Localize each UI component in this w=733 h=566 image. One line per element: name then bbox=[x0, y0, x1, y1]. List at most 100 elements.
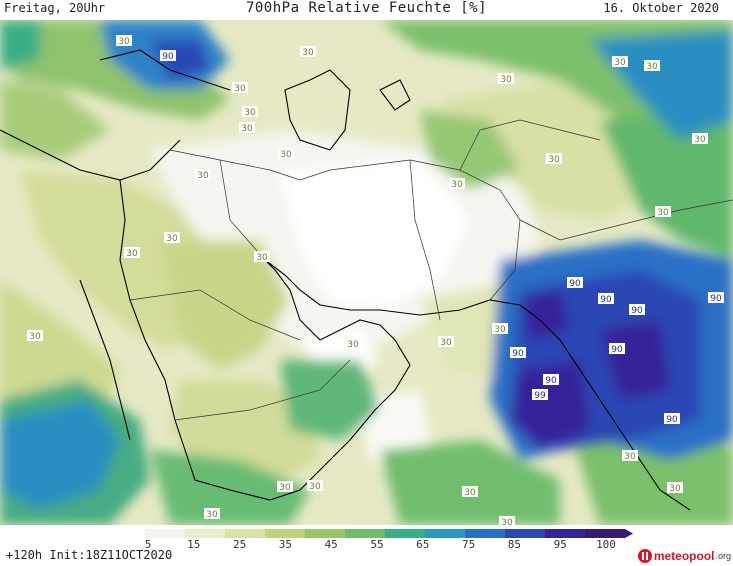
contour-label-bg bbox=[667, 482, 683, 493]
arabia-coast bbox=[119, 179, 411, 501]
color-scale-tick-label: 45 bbox=[325, 538, 338, 550]
contour-label-bg bbox=[708, 292, 724, 303]
contour-label-bg bbox=[462, 486, 478, 497]
country-borders bbox=[129, 119, 733, 421]
contour-label: 30 bbox=[494, 325, 506, 335]
contour-label-bg bbox=[532, 389, 548, 400]
color-scale-tick-label: 35 bbox=[279, 538, 292, 550]
color-scale-tick-label: 75 bbox=[462, 538, 475, 550]
meteopool-logo-icon bbox=[637, 549, 652, 563]
contour-label: 30 bbox=[256, 253, 268, 263]
color-scale-swatch bbox=[145, 529, 186, 538]
contour-label: 30 bbox=[440, 338, 452, 348]
forecast-time: Freitag, 20Uhr bbox=[4, 1, 106, 15]
contour-label: 90 bbox=[611, 345, 623, 355]
contour-label: 30 bbox=[657, 208, 669, 218]
contour-label: 30 bbox=[279, 483, 291, 493]
contour-label-bg bbox=[164, 232, 180, 243]
contour-label: 30 bbox=[29, 332, 41, 342]
contour-label: 90 bbox=[631, 306, 643, 316]
color-scale-bar: 5 15 25 35 45 55 65 75 85 95 100 bbox=[105, 529, 633, 551]
contour-label: 90 bbox=[600, 295, 612, 305]
aral-sea bbox=[379, 79, 411, 111]
contour-label: 30 bbox=[347, 340, 359, 350]
color-scale-swatch bbox=[505, 529, 546, 538]
contour-label-bg bbox=[510, 347, 526, 358]
color-scale-tick-label: 65 bbox=[416, 538, 429, 550]
map-title: 700hPa Relative Feuchte [%] bbox=[245, 0, 488, 16]
contour-label-bg bbox=[449, 178, 465, 189]
contour-label: 30 bbox=[500, 75, 512, 85]
contour-label-bg bbox=[204, 508, 220, 519]
logo-suffix: .org bbox=[715, 551, 731, 561]
contour-label-bg bbox=[609, 343, 625, 354]
contour-label-bg bbox=[622, 450, 638, 461]
contour-label-bg bbox=[307, 480, 323, 491]
contour-label: 30 bbox=[624, 452, 636, 462]
contour-label-bg bbox=[546, 153, 562, 164]
color-scale-swatch bbox=[265, 529, 306, 538]
color-scale-swatch bbox=[465, 529, 506, 538]
contour-label: 30 bbox=[280, 150, 292, 160]
contour-label: 90 bbox=[162, 52, 174, 62]
contour-label-bg bbox=[499, 516, 515, 525]
contour-label-bg bbox=[543, 374, 559, 385]
contour-label: 30 bbox=[234, 84, 246, 94]
contour-label-bg bbox=[612, 56, 628, 67]
contour-label: 30 bbox=[309, 482, 321, 492]
contour-label: 30 bbox=[669, 484, 681, 494]
contour-label: 90 bbox=[569, 279, 581, 289]
color-scale: 5 15 25 35 45 55 65 75 85 95 100 bbox=[0, 526, 733, 566]
color-scale-swatch bbox=[385, 529, 426, 538]
contour-label-bg bbox=[300, 46, 316, 57]
map-canvas: 30 90 30 30 30 30 30 30 30 30 30 30 30 30 30 30 30 30 30 30… bbox=[0, 20, 733, 525]
contour-label-bg bbox=[644, 60, 660, 71]
contour-label: 30 bbox=[166, 234, 178, 244]
contour-label-bg bbox=[27, 330, 43, 341]
contour-label: 90 bbox=[710, 294, 722, 304]
contour-label: 30 bbox=[197, 171, 209, 181]
contour-label-bg bbox=[124, 247, 140, 258]
color-scale-arrow bbox=[625, 529, 633, 538]
caspian-sea bbox=[284, 69, 351, 151]
contour-label-bg bbox=[692, 133, 708, 144]
contour-label-bg bbox=[278, 148, 294, 159]
contour-label: 30 bbox=[302, 48, 314, 58]
meteopool-logo[interactable]: meteopool .org bbox=[637, 547, 731, 565]
contour-label-bg bbox=[242, 106, 258, 117]
contour-label-bg bbox=[498, 73, 514, 84]
color-scale-swatch bbox=[345, 529, 386, 538]
forecast-date: 16. Oktober 2020 bbox=[603, 1, 719, 15]
contour-label: 30 bbox=[464, 488, 476, 498]
color-scale-swatch bbox=[225, 529, 266, 538]
contour-label-bg bbox=[438, 336, 454, 347]
contour-label: 30 bbox=[451, 180, 463, 190]
black-sea-coast bbox=[99, 49, 231, 91]
red-sea-west-coast bbox=[79, 279, 131, 441]
contour-label: 90 bbox=[545, 376, 557, 386]
contour-label: 30 bbox=[206, 510, 218, 520]
contour-label: 90 bbox=[512, 349, 524, 359]
contour-label: 99 bbox=[534, 391, 546, 401]
color-scale-tick-label: 25 bbox=[233, 538, 246, 550]
contour-label-bg bbox=[232, 82, 248, 93]
contour-label: 90 bbox=[666, 415, 678, 425]
contour-label-bg bbox=[492, 323, 508, 334]
persian-gulf-india-coast bbox=[264, 259, 691, 511]
color-scale-swatch bbox=[585, 529, 626, 538]
contour-label: 30 bbox=[126, 249, 138, 259]
color-scale-tick-label: 100 bbox=[596, 538, 616, 550]
color-scale-tick-label: 5 bbox=[145, 538, 152, 550]
contour-label-bg bbox=[239, 122, 255, 133]
contour-label: 30 bbox=[118, 37, 130, 47]
color-scale-swatch bbox=[545, 529, 586, 538]
contour-label-bg bbox=[277, 481, 293, 492]
color-scale-tick-label: 85 bbox=[508, 538, 521, 550]
contour-label-bg bbox=[567, 277, 583, 288]
model-run-info: +120h Init:18Z11OCT2020 bbox=[6, 548, 173, 562]
contour-label-bg bbox=[254, 251, 270, 262]
contour-label: 30 bbox=[501, 518, 513, 525]
contour-label-bg bbox=[345, 338, 361, 349]
contour-label: 30 bbox=[694, 135, 706, 145]
